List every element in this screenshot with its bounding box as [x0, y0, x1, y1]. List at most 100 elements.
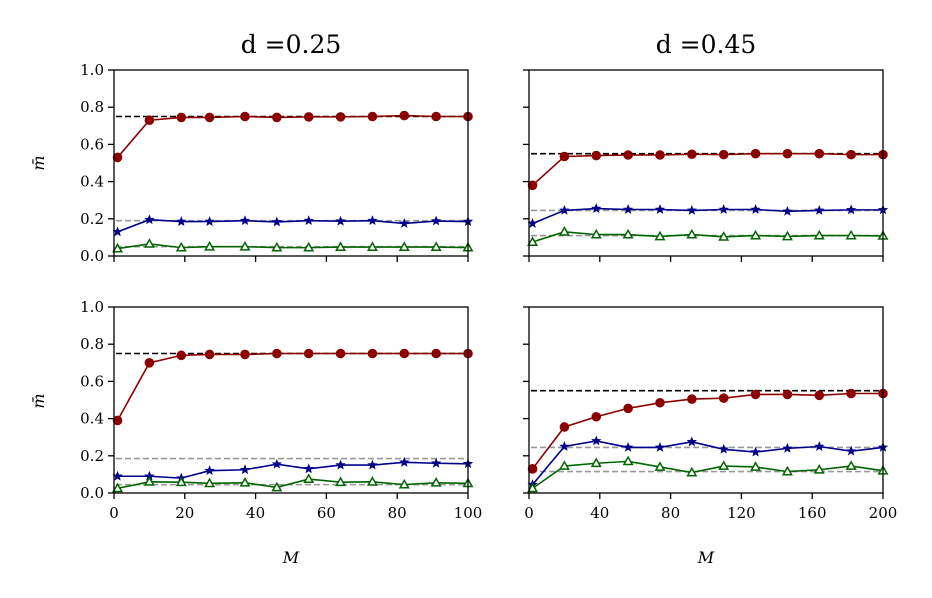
column-title-right: d =0.45	[656, 30, 757, 59]
panel-top-right	[523, 69, 889, 262]
panels: 0.0 0.2 0.4 0.6 0.8 1.0 0.0 0.2 0.4 0.6 0.8 1.0 0 20 4…	[80, 61, 897, 522]
data-point-red	[335, 348, 346, 359]
series-line-green	[117, 243, 469, 250]
data-point-green	[143, 476, 155, 486]
data-point-red	[176, 350, 187, 361]
data-point-blue	[335, 459, 346, 470]
x-tick-label: 80	[388, 504, 407, 522]
data-point-green	[750, 461, 762, 471]
data-point-green	[686, 228, 698, 239]
data-point-red	[204, 112, 215, 123]
series-line-blue	[532, 207, 883, 225]
series-line-red	[531, 392, 883, 470]
axes-frame	[528, 69, 884, 257]
data-point-blue	[144, 214, 155, 225]
data-point-blue	[654, 442, 666, 452]
data-point-red	[846, 388, 856, 399]
data-point-red	[718, 393, 729, 403]
data-point-red	[655, 397, 665, 408]
data-point-blue	[654, 204, 666, 214]
data-point-blue	[204, 465, 215, 476]
data-point-green	[845, 460, 857, 470]
data-point-green	[590, 457, 602, 468]
y-tick-label: 1.0	[80, 61, 104, 79]
x-tick-label: 80	[661, 504, 680, 522]
data-point-green	[527, 482, 539, 493]
data-point-red	[591, 411, 602, 422]
y-tick-label: 0.4	[80, 173, 104, 191]
data-point-blue	[782, 205, 793, 216]
series-line-blue	[117, 218, 469, 233]
y-tick-label: 0.0	[80, 247, 104, 265]
data-point-blue	[399, 218, 410, 228]
data-point-red	[623, 150, 633, 160]
data-point-green	[718, 460, 730, 470]
data-point-green	[239, 240, 251, 251]
data-point-red	[687, 149, 697, 160]
axes-frame	[528, 306, 884, 494]
panel-top-left: 0.0 0.2 0.4 0.6 0.8 1.0	[80, 61, 474, 265]
data-point-red	[399, 348, 410, 359]
data-point-green	[239, 477, 251, 487]
data-point-red	[718, 149, 729, 160]
data-point-green	[654, 230, 666, 241]
data-point-blue	[559, 205, 570, 215]
x-axis-label-right: M	[697, 548, 715, 567]
x-tick-label: 160	[798, 504, 827, 522]
data-point-green	[781, 230, 793, 241]
data-point-blue	[303, 215, 314, 226]
x-tick-label: 20	[175, 504, 194, 522]
y-tick-label: 0.8	[80, 335, 104, 353]
data-point-green	[558, 226, 570, 236]
data-point-red	[399, 110, 410, 121]
data-point-blue	[622, 442, 634, 452]
data-point-blue	[845, 445, 857, 456]
y-tick-label: 0.6	[80, 135, 104, 153]
data-point-blue	[271, 458, 282, 469]
series-line-green	[532, 460, 884, 490]
data-point-blue	[303, 463, 314, 474]
y-axis-label-top: m̄	[29, 155, 48, 170]
x-axis-label-left: M	[282, 548, 300, 567]
data-point-green	[430, 477, 442, 487]
data-point-blue	[204, 216, 215, 226]
data-point-red	[272, 348, 282, 359]
data-point-blue	[367, 459, 378, 470]
column-title-left: d =0.25	[241, 30, 342, 59]
data-point-blue	[591, 435, 602, 446]
axes-frame	[113, 69, 469, 257]
data-point-green	[813, 229, 825, 240]
y-tick-label: 0.8	[80, 98, 104, 116]
data-point-green	[175, 476, 187, 487]
series-line-red	[532, 152, 883, 186]
data-point-red	[782, 148, 793, 159]
data-point-blue	[750, 446, 761, 457]
data-point-red	[303, 348, 314, 359]
data-point-red	[559, 422, 570, 432]
data-point-blue	[430, 457, 442, 468]
data-point-red	[687, 394, 697, 404]
data-point-red	[112, 415, 123, 426]
data-point-blue	[559, 441, 570, 451]
data-point-red	[782, 389, 793, 400]
data-point-blue	[814, 441, 825, 451]
x-tick-label: 0	[524, 504, 534, 522]
data-point-red	[144, 358, 155, 368]
data-point-red	[367, 348, 378, 359]
data-point-red	[750, 148, 761, 159]
data-point-blue	[367, 215, 378, 226]
data-point-green	[335, 241, 347, 251]
panel-bottom-left: 0.0 0.2 0.4 0.6 0.8 1.0 0 20 40 60 80 100	[80, 298, 482, 522]
x-tick-label: 120	[727, 504, 756, 522]
data-point-green	[335, 476, 347, 487]
data-point-green	[204, 477, 216, 488]
data-point-green	[143, 238, 155, 248]
data-point-green	[622, 455, 634, 466]
data-point-red	[431, 348, 441, 359]
data-point-red	[144, 115, 155, 126]
data-point-blue	[176, 216, 187, 226]
series-line-blue	[531, 440, 884, 486]
data-point-blue	[782, 442, 793, 453]
data-point-green	[175, 241, 187, 252]
data-point-green	[527, 236, 539, 246]
